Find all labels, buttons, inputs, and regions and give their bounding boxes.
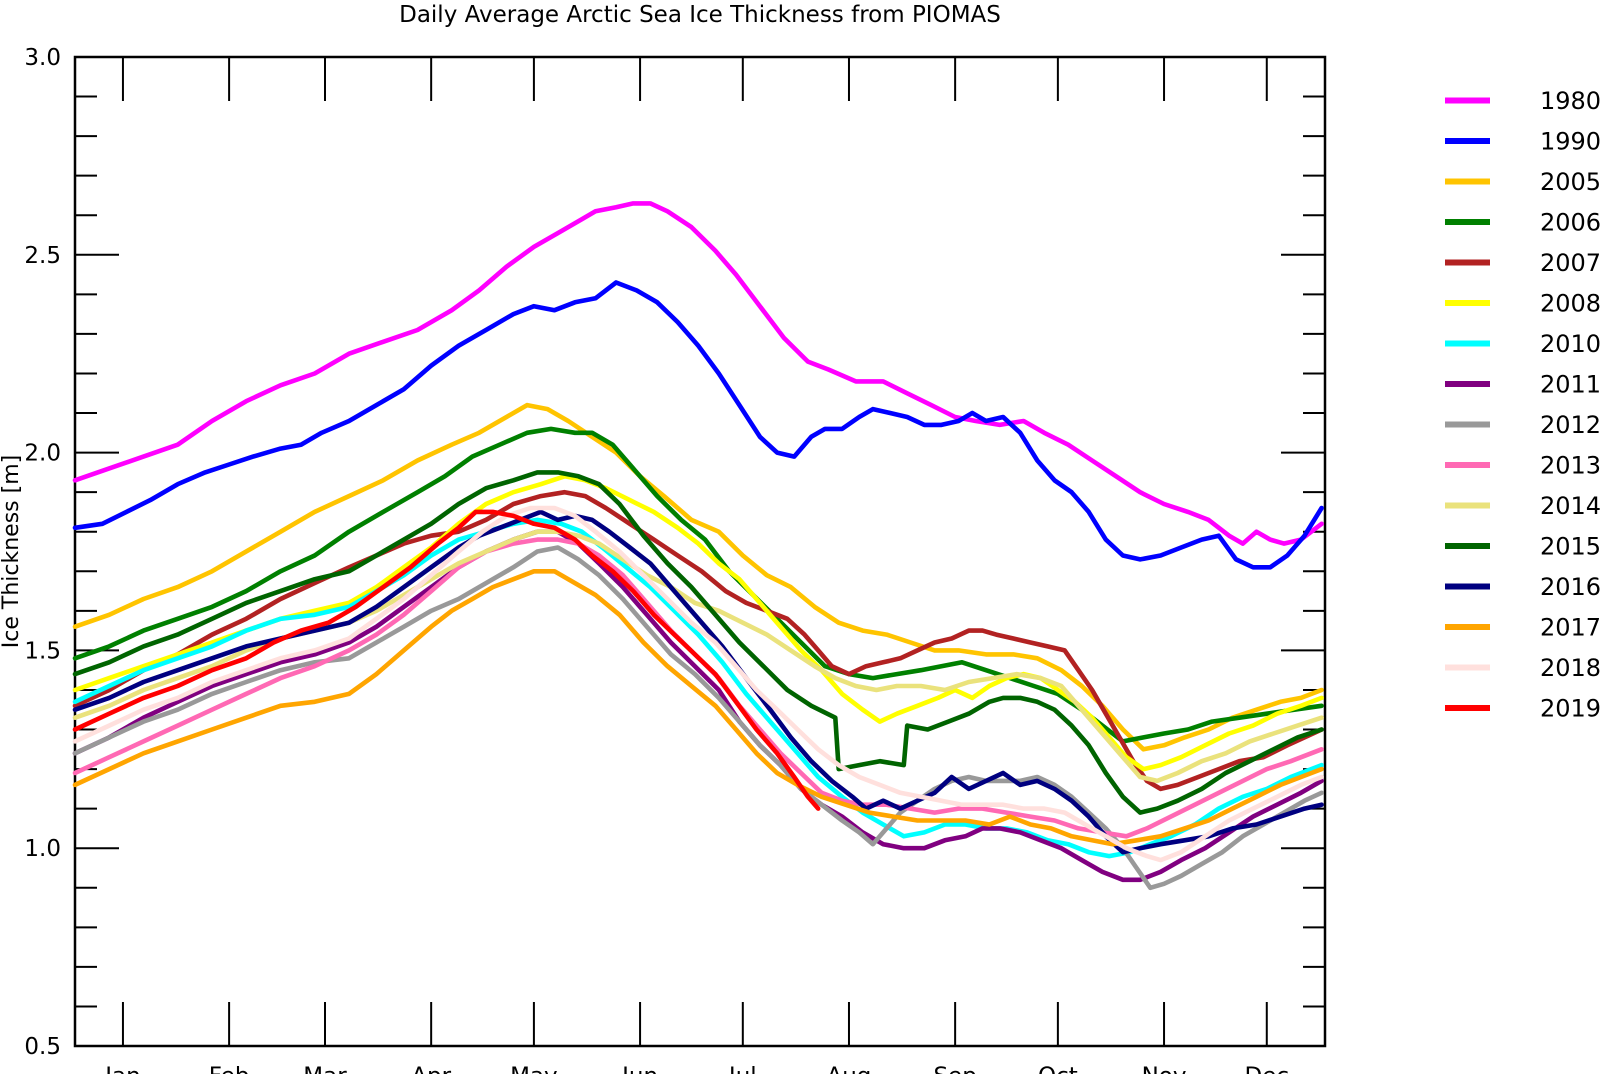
x-tick-label-nov: Nov bbox=[1142, 1064, 1187, 1074]
legend-label-1980: 1980 bbox=[1540, 87, 1600, 115]
legend-label-1990: 1990 bbox=[1540, 128, 1600, 156]
legend-label-2007: 2007 bbox=[1540, 249, 1600, 277]
x-tick-label-dec: Dec bbox=[1245, 1064, 1290, 1074]
legend-swatch-2005 bbox=[1445, 178, 1490, 185]
y-tick-label: 1.5 bbox=[24, 638, 61, 664]
legend-label-2015: 2015 bbox=[1540, 533, 1600, 561]
series-line-2005 bbox=[72, 402, 1324, 752]
legend-swatch-1990 bbox=[1445, 138, 1490, 144]
legend-swatch-2016 bbox=[1445, 583, 1490, 590]
legend-swatch-2014 bbox=[1445, 502, 1490, 509]
legend-label-2006: 2006 bbox=[1540, 209, 1600, 237]
x-tick-label-feb: Feb bbox=[209, 1064, 250, 1074]
series-line-2008 bbox=[72, 473, 1324, 772]
y-tick-label: 0.5 bbox=[24, 1034, 61, 1060]
legend-label-2017: 2017 bbox=[1540, 614, 1600, 642]
x-tick-label-mar: Mar bbox=[303, 1064, 347, 1074]
legend-swatch-2006 bbox=[1445, 219, 1490, 225]
legend-label-2019: 2019 bbox=[1540, 695, 1600, 723]
legend-label-2010: 2010 bbox=[1540, 330, 1600, 358]
series-line-2012 bbox=[72, 545, 1324, 891]
plot-border bbox=[73, 55, 1327, 1048]
y-tick-label: 3.0 bbox=[24, 45, 61, 71]
legend-label-2011: 2011 bbox=[1540, 371, 1600, 399]
series-line-2016 bbox=[72, 509, 1324, 855]
x-tick-label-oct: Oct bbox=[1038, 1064, 1078, 1074]
x-tick-label-aug: Aug bbox=[827, 1064, 872, 1074]
legend-label-2013: 2013 bbox=[1540, 452, 1600, 480]
legend-swatch-2007 bbox=[1445, 259, 1490, 266]
x-tick-label-jan: Jan bbox=[103, 1064, 140, 1074]
legend-swatch-1980 bbox=[1445, 97, 1490, 104]
legend-swatch-2012 bbox=[1445, 421, 1490, 428]
series-line-2019 bbox=[72, 509, 821, 811]
legend-label-2005: 2005 bbox=[1540, 168, 1600, 196]
legend-label-2016: 2016 bbox=[1540, 573, 1600, 601]
legend-swatch-2013 bbox=[1445, 462, 1490, 468]
y-tick-label: 2.0 bbox=[24, 441, 61, 467]
x-tick-label-sep: Sep bbox=[933, 1064, 976, 1074]
x-tick-label-may: May bbox=[510, 1064, 558, 1074]
legend-swatch-2018 bbox=[1445, 664, 1490, 671]
series-line-2017 bbox=[72, 568, 1324, 847]
legend-swatch-2019 bbox=[1445, 705, 1490, 711]
y-tick-label: 2.5 bbox=[24, 243, 61, 269]
series-line-1990 bbox=[72, 280, 1324, 570]
legend-swatch-2008 bbox=[1445, 300, 1490, 306]
legend-label-2014: 2014 bbox=[1540, 492, 1600, 520]
chart-title: Daily Average Arctic Sea Ice Thickness f… bbox=[399, 2, 1001, 28]
legend-label-2018: 2018 bbox=[1540, 654, 1600, 682]
y-axis-label: Ice Thickness [m] bbox=[0, 455, 24, 648]
legend-swatch-2011 bbox=[1445, 381, 1490, 387]
x-tick-label-jun: Jun bbox=[620, 1064, 658, 1074]
legend-swatch-2015 bbox=[1445, 543, 1490, 549]
x-tick-label-apr: Apr bbox=[411, 1064, 451, 1074]
series-line-2018 bbox=[72, 505, 1324, 863]
legend-label-2012: 2012 bbox=[1540, 411, 1600, 439]
series-line-1980 bbox=[72, 201, 1324, 546]
y-tick-label: 1.0 bbox=[24, 836, 61, 862]
x-tick-label-jul: Jul bbox=[727, 1064, 757, 1074]
series-line-2015 bbox=[72, 470, 1324, 815]
legend-swatch-2017 bbox=[1445, 624, 1490, 630]
legend-swatch-2010 bbox=[1445, 340, 1490, 347]
legend-label-2008: 2008 bbox=[1540, 290, 1600, 318]
